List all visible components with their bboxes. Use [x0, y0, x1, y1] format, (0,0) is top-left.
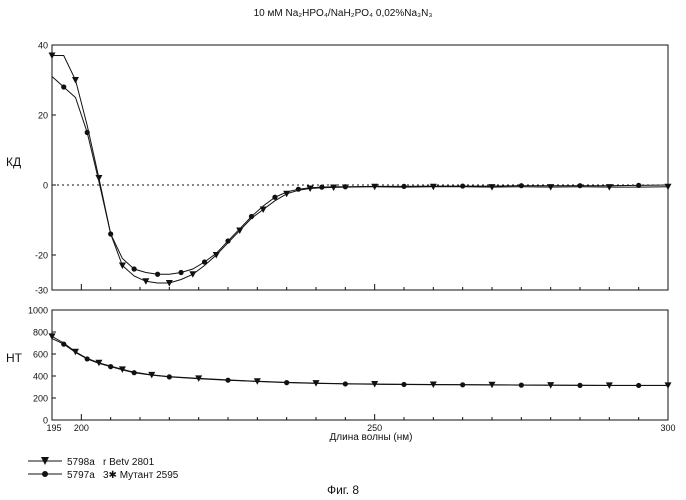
y-tick-label: 20 [38, 111, 48, 121]
data-point-circle [636, 182, 642, 188]
data-point-circle [518, 183, 524, 189]
data-point-circle [295, 186, 301, 192]
data-point-circle [225, 377, 231, 383]
data-point-circle [108, 231, 114, 237]
x-tick-label: 200 [74, 423, 89, 433]
data-point-circle [178, 269, 184, 276]
data-point-circle [518, 382, 524, 388]
x-tick-label: 195 [46, 423, 61, 433]
legend-circle-marker [42, 471, 48, 477]
data-point-triangle [330, 184, 338, 191]
cd-panel-frame [51, 44, 669, 291]
y-tick-label: 0 [43, 181, 48, 191]
x-tick-label: 300 [660, 423, 675, 433]
data-point-circle [131, 370, 137, 376]
data-point-circle [166, 374, 172, 380]
data-point-circle [342, 184, 348, 190]
data-point-circle [401, 183, 407, 189]
figure-caption: Фиг. 8 [327, 483, 359, 497]
data-point-circle [401, 381, 407, 388]
legend-label: r Betv 2801 [103, 457, 155, 468]
y-tick-label: 400 [33, 372, 48, 382]
data-point-circle [577, 183, 583, 189]
data-point-triangle [236, 227, 244, 234]
data-point-circle [577, 382, 583, 388]
cd-series-group [48, 52, 672, 287]
y-tick-label: 0 [43, 416, 48, 426]
ht-panel: 1000 800 600 400 200 0 195 200 250 300 НТ Длина … [6, 306, 676, 444]
data-point-circle [460, 183, 466, 189]
data-point-triangle [48, 333, 56, 340]
data-point-triangle [118, 262, 126, 269]
series-line-1 [52, 55, 669, 284]
data-point-circle [248, 213, 255, 220]
y-tick-label: 40 [38, 41, 48, 51]
legend-label: 3✱ Мутант 2595 [103, 470, 179, 481]
ht-panel-frame [51, 309, 669, 421]
cd-x-axis [80, 284, 640, 290]
series-line-2 [51, 76, 669, 275]
data-point-circle [225, 238, 231, 244]
legend-triangle-marker [41, 457, 49, 465]
data-point-circle [108, 364, 114, 370]
data-point-circle [284, 380, 290, 386]
series-line-1 [51, 335, 668, 386]
legend-code: 5798a [67, 457, 95, 468]
y-tick-label: -20 [35, 251, 48, 261]
data-point-circle [84, 356, 90, 362]
legend-code: 5797a [67, 470, 95, 481]
data-point-circle [131, 266, 137, 272]
y-tick-label: 200 [33, 394, 48, 404]
data-point-triangle [95, 175, 103, 182]
y-tick-label: -30 [35, 286, 48, 296]
data-point-triangle [71, 77, 79, 84]
series-line-2 [51, 338, 668, 386]
buffer-header: 10 мМ Na₂HPO₄/NaH₂PO₄ 0,02%Na₃N₃ [254, 8, 433, 19]
data-point-triangle [165, 280, 173, 287]
data-point-triangle [429, 183, 437, 191]
ht-x-axis: 195 200 250 300 [46, 414, 676, 433]
data-point-triangle [189, 271, 197, 278]
data-point-triangle [259, 206, 267, 213]
x-tick-label: 250 [367, 423, 382, 433]
x-axis-label: Длина волны (нм) [330, 432, 413, 443]
y-tick-label: 1000 [28, 306, 48, 316]
data-point-circle [319, 184, 325, 190]
data-point-circle [84, 129, 90, 136]
legend-item-triangle: 5798a r Betv 2801 [28, 457, 155, 468]
ht-series-group [48, 333, 672, 389]
data-point-circle [636, 382, 642, 389]
data-point-triangle [306, 185, 314, 192]
data-point-circle [460, 382, 466, 388]
cd-panel: 40 20 0 -20 -30 КД [6, 41, 672, 296]
legend: 5798a r Betv 2801 5797a 3✱ Мутант 2595 [28, 457, 179, 481]
cd-y-axis: 40 20 0 -20 -30 [35, 41, 56, 296]
data-point-circle [201, 259, 208, 265]
data-point-triangle [371, 183, 379, 191]
ht-y-axis: 1000 800 600 400 200 0 [28, 306, 56, 426]
legend-item-circle: 5797a 3✱ Мутант 2595 [28, 470, 179, 481]
y-tick-label: 600 [33, 350, 48, 360]
data-point-circle [155, 271, 161, 277]
data-point-circle [272, 194, 278, 200]
data-point-circle [342, 381, 348, 387]
cd-y-axis-label: КД [6, 155, 21, 169]
data-point-triangle [212, 252, 220, 259]
data-point-circle [61, 84, 67, 90]
data-point-triangle [142, 278, 150, 285]
data-point-circle [61, 341, 67, 347]
ht-y-axis-label: НТ [6, 351, 23, 365]
y-tick-label: 800 [33, 328, 48, 338]
data-point-triangle [48, 52, 56, 59]
